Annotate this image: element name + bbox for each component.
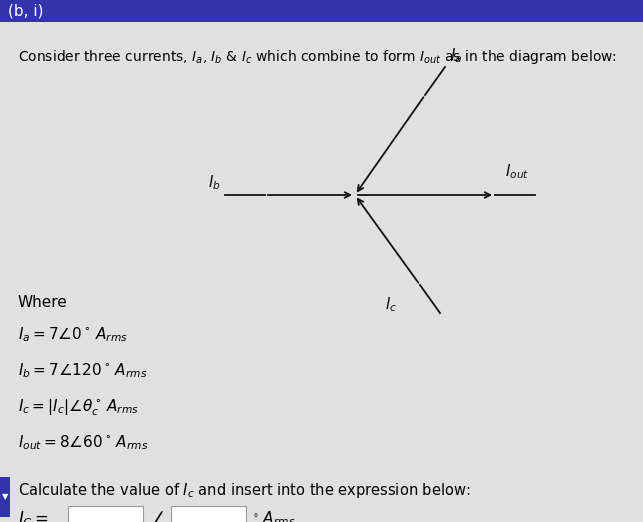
Bar <box>171 506 246 522</box>
Text: $A_{rms}$: $A_{rms}$ <box>262 509 295 522</box>
Text: ▼: ▼ <box>2 492 8 502</box>
Text: $I_c$: $I_c$ <box>385 295 397 314</box>
Text: Calculate the value of $I_c$ and insert into the expression below:: Calculate the value of $I_c$ and insert … <box>18 481 471 500</box>
Text: $I_a = 7\angle 0^\circ\, A_{rms}$: $I_a = 7\angle 0^\circ\, A_{rms}$ <box>18 325 128 343</box>
Text: $I_{out} = 8\angle 60^\circ\, A_{rms}$: $I_{out} = 8\angle 60^\circ\, A_{rms}$ <box>18 433 149 452</box>
Text: $I_b$: $I_b$ <box>208 173 221 192</box>
Text: Consider three currents, $I_a$, $I_b$ & $I_c$ which combine to form $I_{out}$ as: Consider three currents, $I_a$, $I_b$ & … <box>18 48 617 66</box>
Bar <box>0 477 10 517</box>
Text: $I_{out}$: $I_{out}$ <box>505 162 529 181</box>
Bar <box>68 506 143 522</box>
Text: $^\circ$: $^\circ$ <box>250 512 258 522</box>
Text: (b, i): (b, i) <box>8 4 44 18</box>
Text: $I_a$: $I_a$ <box>450 46 462 65</box>
Text: $I_c = |I_c|\angle\theta_c^\circ\, A_{rms}$: $I_c = |I_c|\angle\theta_c^\circ\, A_{rm… <box>18 397 139 418</box>
Text: Where: Where <box>18 295 68 310</box>
Text: $\angle$: $\angle$ <box>151 510 166 522</box>
Text: $I_b = 7\angle 120^\circ\, A_{rms}$: $I_b = 7\angle 120^\circ\, A_{rms}$ <box>18 361 147 379</box>
Text: $I_C = $: $I_C = $ <box>18 509 49 522</box>
Bar <box>0 0 643 22</box>
